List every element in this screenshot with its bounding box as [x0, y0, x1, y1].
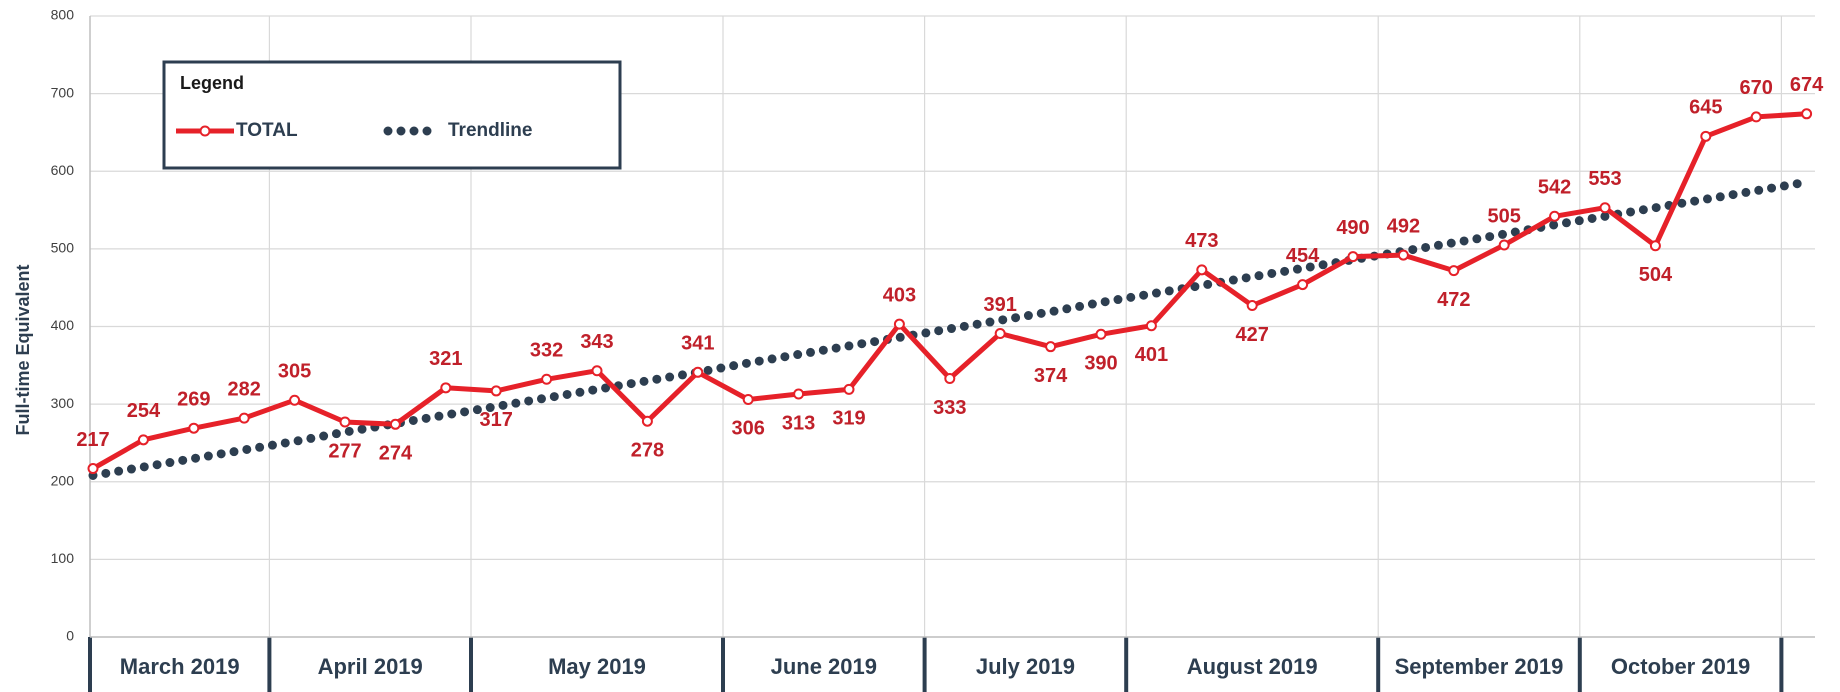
data-point: [1297, 279, 1309, 291]
x-group-label: October 2019: [1611, 654, 1750, 679]
data-label: 670: [1740, 77, 1773, 99]
legend-box: [162, 60, 622, 170]
data-point: [893, 318, 905, 330]
y-tick-label: 0: [66, 628, 74, 644]
data-point: [389, 418, 401, 430]
data-label: 674: [1790, 74, 1824, 96]
data-label: 505: [1488, 205, 1521, 227]
x-group-label: April 2019: [318, 654, 423, 679]
data-point: [1750, 111, 1762, 123]
data-label: 492: [1387, 215, 1420, 237]
data-label: 305: [278, 361, 311, 383]
y-tick-label: 200: [51, 472, 75, 488]
data-label: 332: [530, 340, 563, 362]
x-group-label: August 2019: [1187, 654, 1318, 679]
data-point: [1347, 251, 1359, 263]
y-tick-label: 800: [51, 7, 75, 23]
x-group-label: June 2019: [771, 654, 877, 679]
data-point: [1448, 265, 1460, 277]
y-tick-label: 300: [51, 395, 75, 411]
data-point: [137, 434, 149, 446]
data-point: [1246, 300, 1258, 312]
data-label: 645: [1689, 97, 1722, 119]
data-label: 374: [1034, 365, 1068, 387]
data-label: 319: [832, 408, 865, 430]
data-label: 401: [1135, 344, 1168, 366]
data-label: 473: [1185, 230, 1218, 252]
data-label: 390: [1084, 353, 1117, 375]
data-label: 542: [1538, 177, 1571, 199]
data-label: 321: [429, 348, 462, 370]
data-point: [692, 366, 704, 378]
data-label: 278: [631, 439, 664, 461]
y-axis-label: Full-time Equivalent: [13, 264, 33, 435]
data-label: 282: [228, 378, 261, 400]
data-point: [1700, 130, 1712, 142]
data-point: [1549, 210, 1561, 222]
data-label: 490: [1336, 217, 1369, 239]
data-label: 553: [1588, 168, 1621, 190]
data-point: [591, 365, 603, 377]
data-label: 472: [1437, 289, 1470, 311]
y-tick-label: 700: [51, 84, 75, 100]
data-label: 341: [681, 333, 714, 355]
data-label: 427: [1236, 324, 1269, 346]
data-point: [541, 373, 553, 385]
legend-title: Legend: [180, 73, 244, 93]
data-point: [1649, 240, 1661, 252]
data-point: [238, 412, 250, 424]
x-group-label: March 2019: [120, 654, 240, 679]
data-point: [1801, 108, 1813, 120]
x-group-label: July 2019: [976, 654, 1075, 679]
data-label: 217: [76, 429, 109, 451]
legend-label: Trendline: [448, 120, 532, 141]
data-label: 269: [177, 388, 210, 410]
data-point: [742, 393, 754, 405]
data-point: [1145, 320, 1157, 332]
data-point: [339, 416, 351, 428]
data-point: [944, 373, 956, 385]
trendline: [88, 177, 1812, 480]
y-tick-label: 400: [51, 317, 75, 333]
data-point: [1498, 239, 1510, 251]
data-point: [843, 383, 855, 395]
data-point: [793, 388, 805, 400]
data-point: [87, 463, 99, 475]
data-label: 333: [933, 397, 966, 419]
data-label: 391: [984, 294, 1017, 316]
legend: Legend TOTAL Trendline: [162, 60, 622, 170]
data-label: 343: [580, 331, 613, 353]
data-point: [1045, 341, 1057, 353]
data-label: 403: [883, 284, 916, 306]
data-point: [188, 422, 200, 434]
legend-swatch-marker: [199, 125, 211, 137]
data-point: [994, 327, 1006, 339]
y-tick-label: 500: [51, 240, 75, 256]
data-label: 454: [1286, 245, 1320, 267]
data-label: 504: [1639, 264, 1673, 286]
data-point: [289, 394, 301, 406]
data-label: 317: [480, 409, 513, 431]
x-group-label: September 2019: [1395, 654, 1564, 679]
data-label: 254: [127, 400, 161, 422]
data-label: 274: [379, 443, 413, 465]
data-label: 313: [782, 412, 815, 434]
y-tick-label: 100: [51, 550, 75, 566]
data-label: 277: [328, 440, 361, 462]
x-group-label: May 2019: [548, 654, 646, 679]
data-point: [440, 382, 452, 394]
data-point: [641, 415, 653, 427]
data-point: [1095, 328, 1107, 340]
data-point: [1397, 249, 1409, 261]
data-point: [1196, 264, 1208, 276]
data-point: [490, 385, 502, 397]
legend-label: TOTAL: [236, 120, 298, 141]
data-label: 306: [732, 418, 765, 440]
y-tick-label: 600: [51, 162, 75, 178]
data-point: [1599, 202, 1611, 214]
